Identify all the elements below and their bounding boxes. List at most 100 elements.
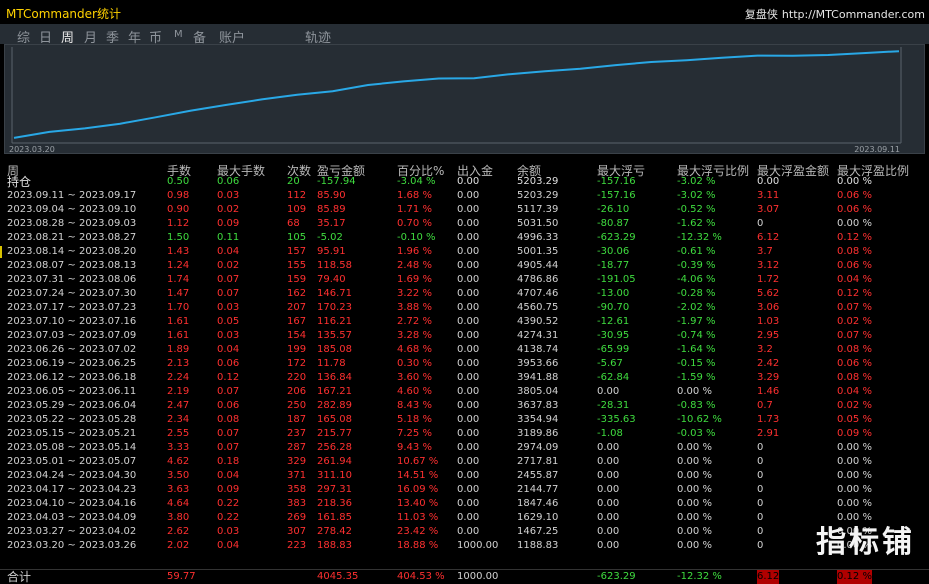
tab-account[interactable]: 账户	[219, 31, 246, 46]
table-row[interactable]: 2023.04.03 ~ 2023.04.09 3.80 0.22 269 161.85…	[0, 511, 929, 525]
cell-pnl: 282.89	[317, 400, 352, 411]
table-row[interactable]: 2023.06.19 ~ 2023.06.25 2.13 0.06 172 11.78 0…	[0, 357, 929, 371]
cell-percent: 1.96 %	[397, 246, 432, 257]
cell-max-float-profit: 0	[757, 512, 764, 523]
cell-max-float-loss-pct: -0.28 %	[677, 288, 716, 299]
cell-deposit: 0.00	[457, 484, 480, 495]
cell-percent: 10.67 %	[397, 456, 439, 467]
cell-max-float-loss: -623.29	[597, 571, 636, 582]
cell-max-lots: 0.07	[217, 274, 240, 285]
header-max-float-loss[interactable]: 最大浮亏	[597, 164, 646, 178]
cell-max-float-profit-pct: 0.00 %	[837, 176, 872, 187]
cell-pnl: 278.42	[317, 526, 352, 537]
cell-count: 20	[287, 176, 300, 187]
table-row[interactable]: 2023.05.29 ~ 2023.06.04 2.47 0.06 250 282.89…	[0, 399, 929, 413]
table-row[interactable]: 2023.04.10 ~ 2023.04.16 4.64 0.22 383 218.36…	[0, 497, 929, 511]
tab-day[interactable]: 日	[39, 31, 53, 46]
cell-max-float-loss-pct: 0.00 %	[677, 456, 712, 467]
cell-week: 2023.06.05 ~ 2023.06.11	[7, 386, 137, 397]
cell-max-float-profit-pct: 0.08 %	[837, 344, 872, 355]
cell-count: 220	[287, 372, 307, 383]
table-row[interactable]: 2023.07.03 ~ 2023.07.09 1.61 0.03 154 135.57…	[0, 329, 929, 343]
cell-deposit: 0.00	[457, 218, 480, 229]
cell-max-lots: 0.04	[217, 540, 240, 551]
cell-max-float-profit-pct: 0.00 %	[837, 526, 872, 537]
cell-max-float-loss: 0.00	[597, 456, 620, 467]
tab-year[interactable]: 年	[128, 31, 142, 46]
header-balance[interactable]: 余额	[517, 164, 542, 178]
tab-overview[interactable]: 综	[17, 31, 31, 46]
cell-lots: 2.19	[167, 386, 190, 397]
table-row[interactable]: 2023.07.24 ~ 2023.07.30 1.47 0.07 162 146.71…	[0, 287, 929, 301]
header-pnl[interactable]: 盈亏金额	[317, 164, 366, 178]
table-row[interactable]: 2023.03.20 ~ 2023.03.26 2.02 0.04 223 188.83…	[0, 539, 929, 553]
brand-url-link[interactable]: http://MTCommander.com	[781, 8, 925, 21]
header-count[interactable]: 次数	[287, 164, 312, 178]
cell-balance: 2455.87	[517, 470, 559, 481]
cell-balance: 3189.86	[517, 428, 559, 439]
cell-pnl: 95.91	[317, 246, 346, 257]
cell-week: 2023.03.27 ~ 2023.04.02	[7, 526, 137, 537]
table-row[interactable]: 2023.08.21 ~ 2023.08.27 1.50 0.11 105 -5.02 -…	[0, 231, 929, 245]
cell-max-float-profit: 2.91	[757, 428, 780, 439]
cell-count: 307	[287, 526, 307, 537]
cell-deposit: 0.00	[457, 274, 480, 285]
table-row[interactable]: 2023.05.08 ~ 2023.05.14 3.33 0.07 287 256.28…	[0, 441, 929, 455]
tab-track[interactable]: 轨迹	[305, 31, 332, 46]
table-row[interactable]: 2023.09.11 ~ 2023.09.17 0.98 0.03 112 85.90 1…	[0, 189, 929, 203]
cell-deposit: 0.00	[457, 302, 480, 313]
table-row[interactable]: 2023.07.31 ~ 2023.08.06 1.74 0.07 159 79.40 1…	[0, 273, 929, 287]
cell-max-lots: 0.02	[217, 204, 240, 215]
cell-lots: 2.62	[167, 526, 190, 537]
tab-week[interactable]: 周	[61, 31, 75, 46]
cell-deposit: 0.00	[457, 428, 480, 439]
header-max-lots[interactable]: 最大手数	[217, 164, 266, 178]
cell-max-float-profit: 0.7	[757, 400, 773, 411]
header-lots[interactable]: 手数	[167, 164, 192, 178]
cell-max-float-profit-pct: 0.04 %	[837, 386, 872, 397]
table-row[interactable]: 2023.04.24 ~ 2023.04.30 3.50 0.04 371 311.10…	[0, 469, 929, 483]
cell-max-lots: 0.22	[217, 512, 240, 523]
header-max-float-profit[interactable]: 最大浮盈金额	[757, 164, 830, 178]
tab-note[interactable]: 备	[193, 31, 207, 46]
header-percent[interactable]: 百分比%	[397, 164, 445, 178]
cell-max-lots: 0.12	[217, 372, 240, 383]
cell-percent: 3.60 %	[397, 372, 432, 383]
header-max-float-profit-pct[interactable]: 最大浮盈比例	[837, 164, 910, 178]
table-row[interactable]: 2023.08.28 ~ 2023.09.03 1.12 0.09 68 35.17 0.…	[0, 217, 929, 231]
cell-max-float-profit-pct: 0.09 %	[837, 428, 872, 439]
cell-pnl: 35.17	[317, 218, 346, 229]
tab-quarter[interactable]: 季	[106, 31, 120, 46]
holding-row[interactable]: 持仓 0.50 0.06 20 -157.94 -3.04 % 0.00 5203.29 -15…	[0, 175, 929, 189]
table-row[interactable]: 2023.09.04 ~ 2023.09.10 0.90 0.02 109 85.89 1…	[0, 203, 929, 217]
cell-lots: 3.50	[167, 470, 190, 481]
cell-max-float-loss: 0.00	[597, 484, 620, 495]
tab-symbol[interactable]: 币	[149, 31, 163, 46]
tab-magic[interactable]: M	[174, 29, 183, 40]
header-week[interactable]: 周	[7, 164, 20, 178]
cell-pnl: 118.58	[317, 260, 352, 271]
total-row[interactable]: 合计 59.77 4045.35 404.53 % 1000.00 -623.29 -12.…	[0, 569, 929, 584]
table-row[interactable]: 2023.03.27 ~ 2023.04.02 2.62 0.03 307 278.42…	[0, 525, 929, 539]
chart-start-label: 2023.03.20	[9, 145, 55, 154]
table-row[interactable]: 2023.05.01 ~ 2023.05.07 4.62 0.18 329 261.94…	[0, 455, 929, 469]
cell-max-float-loss-pct: 0.00 %	[677, 386, 712, 397]
title-bar: MTCommander统计 复盘侠 http://MTCommander.com	[0, 0, 929, 24]
table-row[interactable]: 2023.06.05 ~ 2023.06.11 2.19 0.07 206 167.21…	[0, 385, 929, 399]
table-row[interactable]: 2023.08.14 ~ 2023.08.20 1.43 0.04 157 95.91 1…	[0, 245, 929, 259]
tab-month[interactable]: 月	[84, 31, 98, 46]
table-row[interactable]: 2023.08.07 ~ 2023.08.13 1.24 0.02 155 118.58…	[0, 259, 929, 273]
table-row[interactable]: 2023.05.22 ~ 2023.05.28 2.34 0.08 187 165.08…	[0, 413, 929, 427]
cell-pnl: 188.83	[317, 540, 352, 551]
table-row[interactable]: 2023.06.26 ~ 2023.07.02 1.89 0.04 199 185.08…	[0, 343, 929, 357]
table-row[interactable]: 2023.07.17 ~ 2023.07.23 1.70 0.03 207 170.23…	[0, 301, 929, 315]
table-row[interactable]: 2023.05.15 ~ 2023.05.21 2.55 0.07 237 215.77…	[0, 427, 929, 441]
table-row[interactable]: 2023.07.10 ~ 2023.07.16 1.61 0.05 167 116.21…	[0, 315, 929, 329]
cell-balance: 4274.31	[517, 330, 559, 341]
cell-count: 68	[287, 218, 300, 229]
header-max-float-loss-pct[interactable]: 最大浮亏比例	[677, 164, 750, 178]
table-row[interactable]: 2023.04.17 ~ 2023.04.23 3.63 0.09 358 297.31…	[0, 483, 929, 497]
cell-count: 287	[287, 442, 307, 453]
header-deposit[interactable]: 出入金	[457, 164, 494, 178]
table-row[interactable]: 2023.06.12 ~ 2023.06.18 2.24 0.12 220 136.84…	[0, 371, 929, 385]
